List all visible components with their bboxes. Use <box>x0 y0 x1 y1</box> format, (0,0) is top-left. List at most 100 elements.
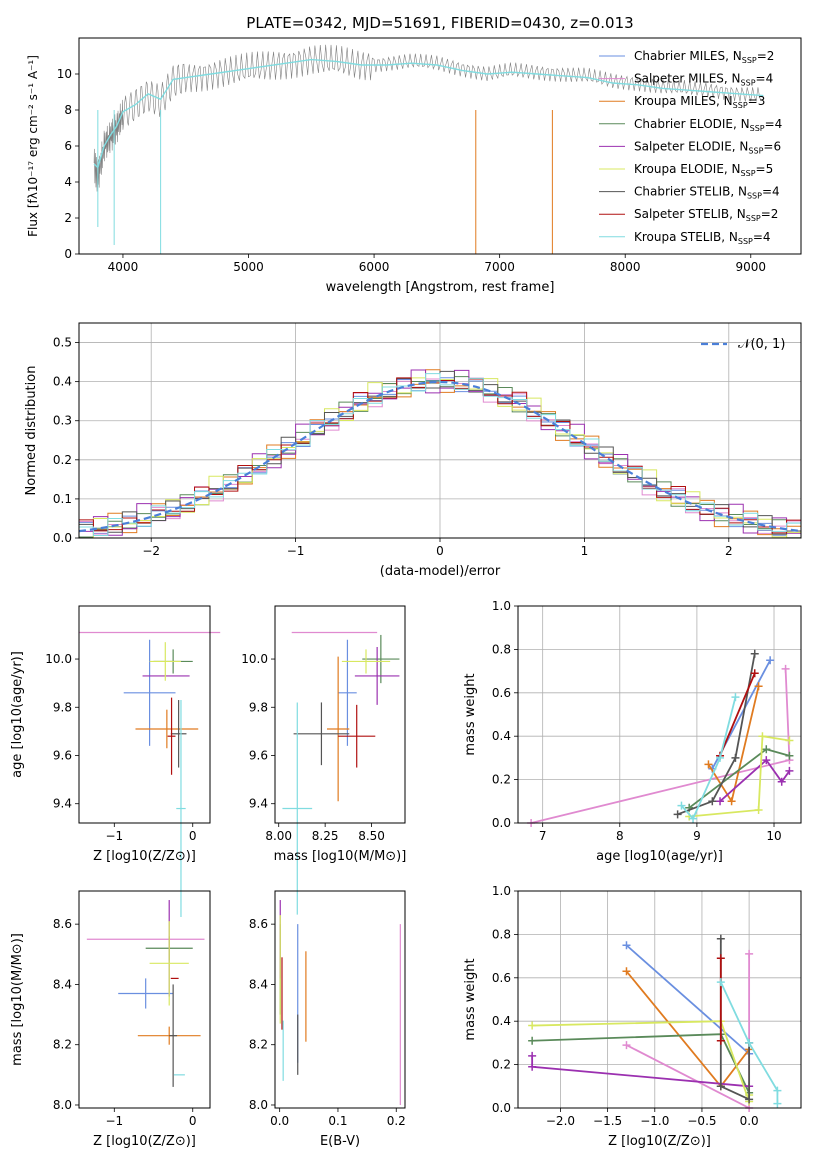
x-tick-label: 0 <box>189 829 197 843</box>
weight-marker <box>785 766 794 775</box>
x-tick-label: −0.5 <box>687 1114 716 1128</box>
y-tick-label: 0.1 <box>53 492 72 506</box>
errorbar-kroupa-miles <box>327 656 350 802</box>
x-tick-label: 8.25 <box>312 829 339 843</box>
weight-marker <box>731 693 740 702</box>
x-axis-label: E(B-V) <box>320 1134 360 1149</box>
y-tick-label: 8 <box>64 103 72 117</box>
y-tick-label: 0.4 <box>492 1014 511 1028</box>
weight-series-salpeter-stelib <box>716 954 725 1045</box>
weight-marker <box>716 753 725 762</box>
y-tick-label: 9.8 <box>53 700 72 714</box>
x-tick-label: 8.50 <box>358 829 385 843</box>
errorbar-kroupa-elodie <box>149 921 189 1006</box>
x-tick-label: −1 <box>105 1114 123 1128</box>
legend-label: Kroupa MILES, NSSP=3 <box>634 94 765 110</box>
y-tick-label: 0.6 <box>492 971 511 985</box>
legend-label: Kroupa ELODIE, NSSP=5 <box>634 162 773 178</box>
axes-frame <box>274 890 406 1109</box>
weight-marker <box>745 1038 754 1047</box>
legend-label: Chabrier ELODIE, NSSP=4 <box>634 117 782 133</box>
weight-series-kroupa-miles <box>704 682 763 806</box>
gaussian-curve <box>78 380 802 533</box>
y-tick-label: 0.0 <box>492 1101 511 1115</box>
weight-series-kroupa-stelib <box>677 693 740 823</box>
x-tick-label: 0.0 <box>740 1114 759 1128</box>
x-tick-label: 1 <box>581 544 589 558</box>
spectrum-lines <box>93 44 764 254</box>
legend-label: Chabrier STELIB, NSSP=4 <box>634 185 780 201</box>
x-tick-label: 0 <box>436 544 444 558</box>
x-tick-label: −1.0 <box>640 1114 669 1128</box>
y-tick-label: 9.6 <box>53 748 72 762</box>
weight-marker <box>745 1095 754 1104</box>
x-tick-label: −2.0 <box>546 1114 575 1128</box>
errorbar-chabrier-miles <box>118 978 174 1009</box>
y-tick-label: 8.4 <box>53 977 72 991</box>
y-tick-label: 9.4 <box>249 797 268 811</box>
weight-marker <box>781 664 790 673</box>
histogram-kroupa-stelib <box>78 373 802 538</box>
x-tick-label: 9 <box>693 829 701 843</box>
x-tick-label: −1 <box>105 829 123 843</box>
weight-line <box>680 696 737 821</box>
y-tick-label: 9.8 <box>249 700 268 714</box>
weight-marker <box>716 1036 725 1045</box>
errorbar-kroupa-elodie <box>149 642 181 681</box>
axes-frame <box>274 605 406 824</box>
y-tick-label: 8.0 <box>53 1098 72 1112</box>
y-tick-label: 0.0 <box>492 816 511 830</box>
axes-frame <box>78 605 211 824</box>
errorbar-chabrier-elodie <box>362 634 400 684</box>
axes-frame <box>78 37 802 255</box>
x-tick-label: 10 <box>766 829 781 843</box>
residuals-panel: −2 −1 0 1 2 0.0 0.1 0.2 0.3 0.4 0.5 (data-model)/er… <box>24 322 802 579</box>
x-tick-label: 8 <box>616 829 624 843</box>
legend-label: Salpeter STELIB, NSSP=2 <box>634 207 778 223</box>
axes-frame <box>78 890 211 1109</box>
x-tick-label: 0 <box>189 1114 197 1128</box>
y-axis-label: age [log10(age/yr)] <box>10 651 25 778</box>
y-tick-label: 2 <box>64 211 72 225</box>
y-tick-label: 10 <box>57 67 72 81</box>
y-tick-label: 0.4 <box>53 375 72 389</box>
weight-marker <box>716 954 725 963</box>
axes-frame <box>517 605 802 824</box>
x-tick-label: 4000 <box>108 260 139 274</box>
errorbar-chabrier-stelib <box>170 700 187 768</box>
y-tick-label: 8.4 <box>249 977 268 991</box>
spectrum-panel: 4000 5000 6000 7000 8000 9000 0 2 4 6 8 10 wavelengt… <box>26 37 802 295</box>
model-spectrum-line <box>93 58 764 169</box>
y-tick-label: 0.3 <box>53 414 72 428</box>
y-tick-label: 10.0 <box>241 652 268 666</box>
y-tick-label: 6 <box>64 139 72 153</box>
weight-marker <box>528 1036 537 1045</box>
x-tick-label: 7 <box>539 829 547 843</box>
weight-marker <box>622 1041 631 1050</box>
y-tick-label: 0.2 <box>492 1058 511 1072</box>
y-tick-label: 10.0 <box>45 652 72 666</box>
x-axis-label: mass [log10(M/M⊙)] <box>274 849 407 864</box>
y-tick-label: 0.4 <box>492 729 511 743</box>
axes-frame <box>517 890 802 1109</box>
weight-marker <box>754 682 763 691</box>
errorbar-kroupa-elodie <box>341 649 391 674</box>
weight-marker <box>622 967 631 976</box>
weight-series-salpeter-elodie <box>716 756 794 806</box>
weight-marker <box>689 814 698 823</box>
weight-marker <box>716 1082 725 1091</box>
weight-marker <box>704 760 713 769</box>
x-tick-label: −1.5 <box>593 1114 622 1128</box>
x-tick-label: 0.2 <box>387 1114 406 1128</box>
y-tick-label: 0.6 <box>492 686 511 700</box>
y-tick-label: 4 <box>64 175 72 189</box>
y-axis-label: Normed distribution <box>24 366 39 496</box>
x-axis-label: Z [log10(Z/Z⊙)] <box>93 849 196 864</box>
weight-line <box>719 672 756 757</box>
weight-line <box>719 758 791 802</box>
weight-marker <box>773 1086 782 1095</box>
weight_vs_Z-panel: −2.0 −1.5 −1.0 −0.5 0.0 0.0 0.2 0.4 0.6 0.8 1.0 Z [… <box>463 884 802 1149</box>
weight-marker <box>750 669 759 678</box>
y-tick-label: 9.6 <box>249 748 268 762</box>
